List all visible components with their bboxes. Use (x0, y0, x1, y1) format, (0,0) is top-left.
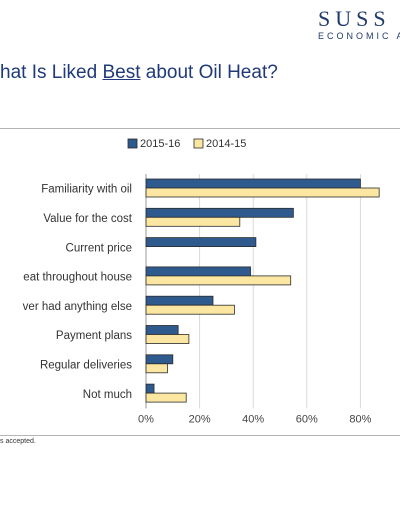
category-label: Not much (83, 389, 132, 401)
legend-swatch (127, 138, 138, 149)
bar-2014-15 (145, 392, 187, 403)
title-emphasis: Best (102, 62, 141, 83)
x-tick-label: 40% (242, 413, 264, 425)
bar-2015-16 (145, 178, 361, 189)
legend-swatch (193, 138, 204, 149)
category-label: ver had anything else (23, 301, 132, 313)
bar-2014-15 (145, 334, 190, 344)
bar-chart: 0%20%40%60%80%1Familiarity with oilValue… (23, 138, 380, 425)
category-label: Payment plans (56, 330, 132, 342)
title-suffix: about Oil Heat? (140, 62, 278, 83)
legend-label: 2015-16 (140, 138, 180, 150)
x-tick-label: 20% (189, 413, 211, 425)
bar-2015-16 (145, 237, 257, 247)
bar-2015-16 (145, 354, 174, 365)
bar-2015-16 (145, 295, 214, 306)
category-label: Current price (66, 242, 132, 254)
bar-2014-15 (145, 187, 380, 198)
bar-2015-16 (145, 207, 294, 218)
bar-2015-16 (145, 383, 155, 394)
bar-2014-15 (145, 275, 292, 286)
legend-label: 2014-15 (206, 138, 246, 150)
x-tick-label: 0% (138, 413, 154, 425)
category-label: Familiarity with oil (41, 184, 132, 196)
slide-title: hat Is Liked Best about Oil Heat? (0, 62, 278, 84)
bar-2015-16 (145, 266, 251, 277)
bar-2014-15 (145, 304, 235, 315)
title-prefix: hat Is Liked (0, 62, 103, 83)
category-label: Value for the cost (43, 213, 132, 225)
logo-tagline: ECONOMIC A (318, 31, 400, 41)
logo-wordmark: SUSS (318, 6, 391, 31)
x-tick-label: 80% (349, 413, 371, 425)
footnote: s accepted. (0, 438, 36, 445)
category-label: Regular deliveries (40, 359, 132, 371)
chart-frame: 0%20%40%60%80%1Familiarity with oilValue… (0, 128, 400, 436)
category-label: eat throughout house (23, 272, 132, 284)
bar-2014-15 (145, 216, 241, 227)
x-tick-label: 60% (296, 413, 318, 425)
company-logo: SUSS ECONOMIC A (318, 6, 400, 41)
bar-2015-16 (145, 325, 179, 335)
bar-2014-15 (145, 363, 168, 374)
